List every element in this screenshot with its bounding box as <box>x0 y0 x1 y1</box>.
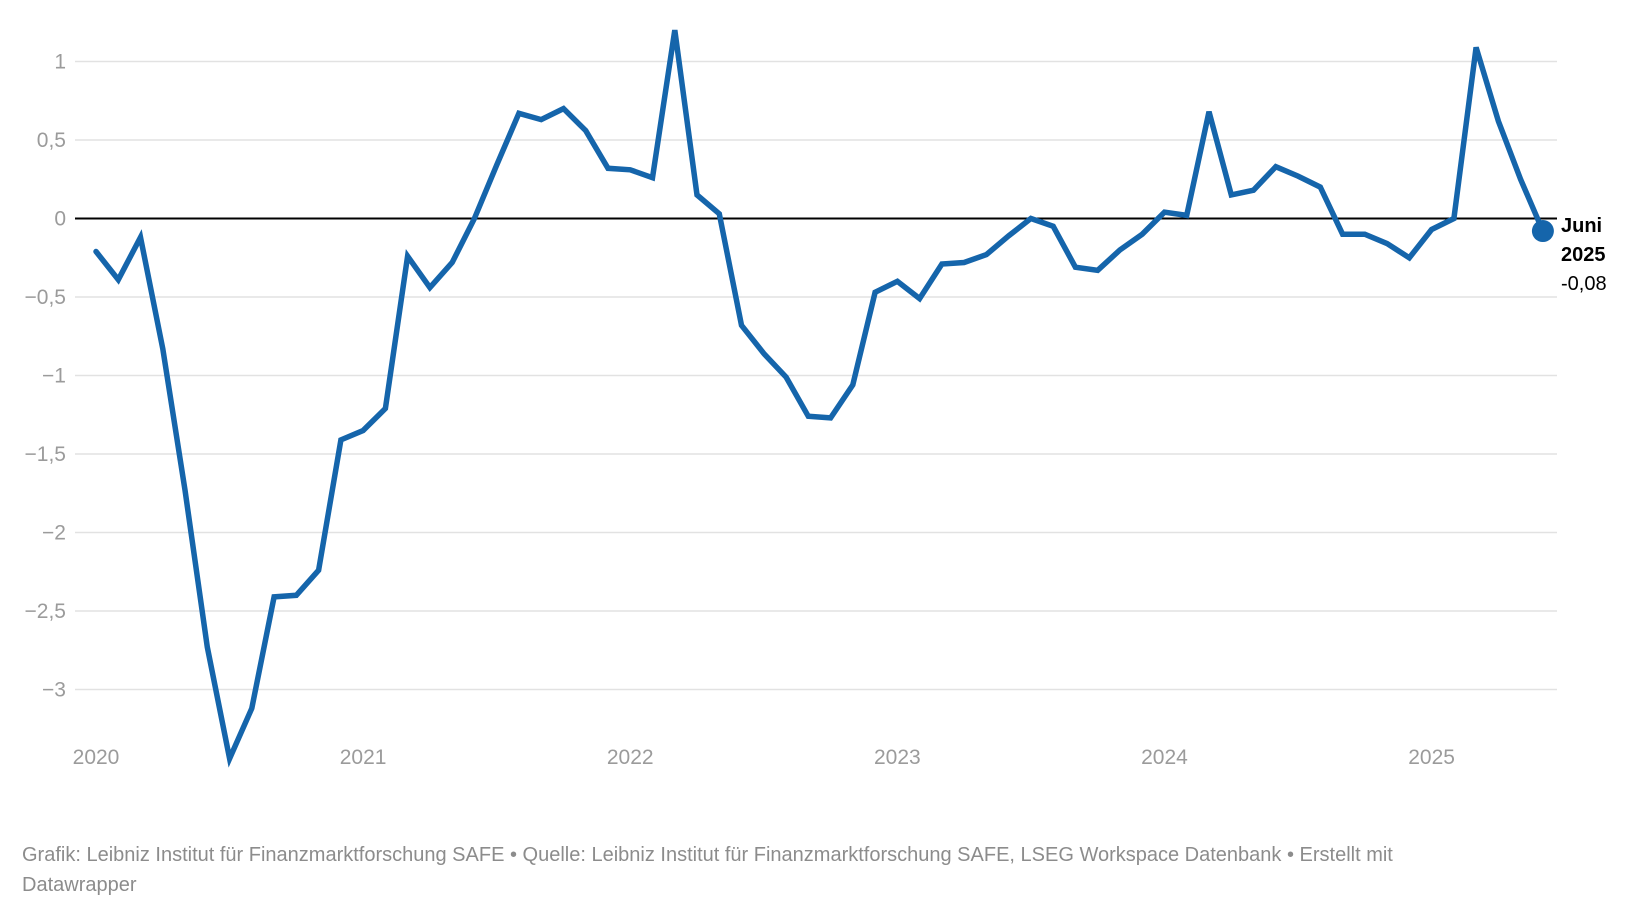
y-axis-tick-label: −2 <box>42 522 66 545</box>
x-axis-tick-label: 2020 <box>73 746 120 769</box>
end-point-dot <box>1531 220 1554 243</box>
y-axis-tick-label: −1 <box>42 365 66 388</box>
end-point-label: Juni 2025 -0,08 <box>1561 212 1607 299</box>
x-axis-tick-label: 2021 <box>340 746 387 769</box>
end-label-value: -0,08 <box>1561 273 1607 295</box>
y-axis-tick-label: −0,5 <box>25 286 66 309</box>
y-axis-tick-label: −3 <box>42 679 66 702</box>
y-axis-tick-label: −1,5 <box>25 443 66 466</box>
x-axis-tick-label: 2023 <box>874 746 921 769</box>
y-axis-tick-label: 0,5 <box>37 129 66 152</box>
x-axis-tick-label: 2022 <box>607 746 654 769</box>
attribution-footer: Grafik: Leibniz Institut für Finanzmarkt… <box>22 844 1393 896</box>
end-label-month: Juni <box>1561 215 1603 237</box>
y-axis-tick-label: −2,5 <box>25 600 66 623</box>
data-line <box>93 29 1546 768</box>
x-axis-tick-label: 2024 <box>1141 746 1188 769</box>
y-axis-tick-label: 0 <box>54 208 66 231</box>
y-axis-tick-label: 1 <box>54 51 66 74</box>
end-label-year: 2025 <box>1561 244 1606 266</box>
x-axis-tick-label: 2025 <box>1408 746 1455 769</box>
